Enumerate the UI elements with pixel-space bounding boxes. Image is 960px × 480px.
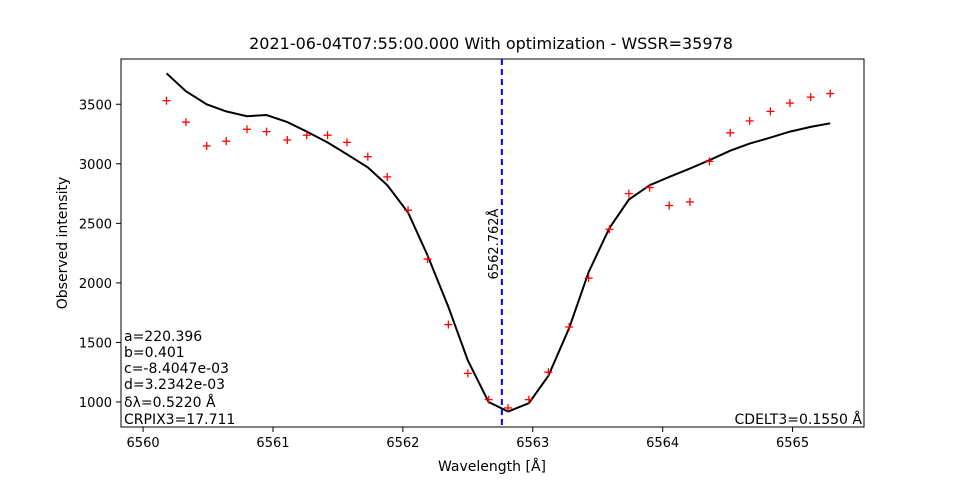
observed-point <box>444 320 453 329</box>
observed-point <box>463 369 472 378</box>
observed-point <box>283 135 292 144</box>
observed-point <box>343 138 352 147</box>
param-delta-lambda: δλ=0.5220 Å <box>124 394 216 411</box>
chart-title: 2021-06-04T07:55:00.000 With optimizatio… <box>249 34 733 53</box>
fit-line <box>165 72 831 413</box>
observed-point <box>242 125 251 134</box>
observed-point <box>685 197 694 206</box>
observed-point <box>726 128 735 137</box>
x-axis: 6560 6561 6562 6563 6564 6565 <box>127 427 809 451</box>
observed-point <box>565 322 574 331</box>
observed-point <box>605 225 614 234</box>
x-tick-label-3: 6563 <box>516 436 549 451</box>
observed-point <box>584 274 593 283</box>
observed-point <box>404 206 413 215</box>
observed-point <box>826 89 835 98</box>
param-a: a=220.396 <box>124 329 202 345</box>
y-tick-label-2: 2000 <box>79 277 112 292</box>
x-tick-label-0: 6560 <box>127 436 160 451</box>
observed-point <box>323 131 332 140</box>
param-cdelt3: CDELT3=0.1550 Å <box>735 411 863 428</box>
observed-point <box>766 107 775 116</box>
x-tick-label-5: 6565 <box>776 436 809 451</box>
y-tick-label-3: 2500 <box>79 217 112 232</box>
param-b: b=0.401 <box>124 345 185 361</box>
param-crpix3: CRPIX3=17.711 <box>124 412 235 428</box>
param-c: c=-8.4047e-03 <box>124 361 229 377</box>
observed-point <box>504 403 513 412</box>
param-d: d=3.2342e-03 <box>124 377 225 393</box>
observed-point <box>162 96 171 105</box>
observed-point <box>624 189 633 198</box>
observed-point <box>806 93 815 102</box>
x-tick-label-1: 6561 <box>256 436 289 451</box>
center-wavelength-label: 6562.762Å <box>486 208 502 279</box>
x-axis-label: Wavelength [Å] <box>438 458 546 475</box>
observed-point <box>222 137 231 146</box>
fit-parameters: a=220.396 b=0.401 c=-8.4047e-03 d=3.2342… <box>124 329 235 428</box>
y-tick-label-0: 1000 <box>79 396 112 411</box>
observed-point <box>705 157 714 166</box>
y-tick-label-4: 3000 <box>79 158 112 173</box>
y-tick-label-5: 3500 <box>79 98 112 113</box>
observed-point <box>785 99 794 108</box>
observed-point <box>745 116 754 125</box>
observed-point <box>524 395 533 404</box>
observed-point <box>544 368 553 377</box>
y-axis: 1000 1500 2000 2500 3000 3500 <box>79 98 121 411</box>
observed-point <box>484 395 493 404</box>
plot-area: 6560 6561 6562 6563 6564 6565 1000 1500 2000 250… <box>79 58 865 451</box>
y-axis-label: Observed intensity <box>55 177 71 310</box>
observed-point <box>181 118 190 127</box>
observed-point <box>645 183 654 192</box>
observed-point <box>363 152 372 161</box>
observed-series <box>162 89 835 412</box>
observed-point <box>262 127 271 136</box>
x-tick-label-4: 6564 <box>646 436 679 451</box>
observed-point <box>423 255 432 264</box>
observed-point <box>383 172 392 181</box>
y-tick-label-1: 1500 <box>79 336 112 351</box>
observed-point <box>302 131 311 140</box>
observed-point <box>665 201 674 210</box>
observed-point <box>202 141 211 150</box>
axes-frame <box>120 58 865 428</box>
x-tick-label-2: 6562 <box>386 436 419 451</box>
